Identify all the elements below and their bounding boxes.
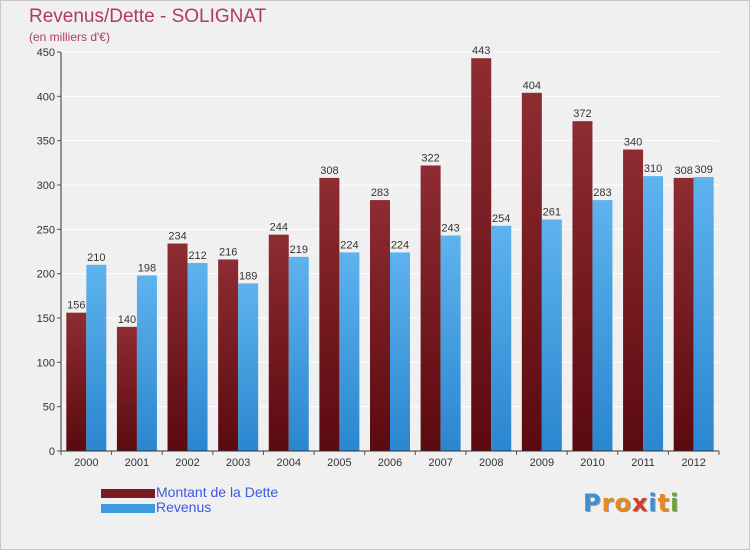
data-label-debt: 340 [624, 137, 642, 149]
bar-debt [623, 149, 644, 452]
bar-debt [319, 177, 340, 451]
y-tick-label: 250 [37, 224, 55, 236]
bar-revenus [693, 177, 714, 451]
bar-revenus [643, 176, 664, 451]
data-label-debt: 372 [573, 108, 591, 120]
bar-debt [268, 234, 289, 451]
logo-letter: o [614, 489, 632, 517]
data-label-revenus: 310 [644, 163, 662, 175]
data-label-revenus: 189 [239, 270, 257, 282]
data-label-revenus: 243 [441, 223, 459, 235]
data-label-revenus: 283 [593, 187, 611, 199]
bar-debt [673, 177, 694, 451]
bar-debt [370, 200, 390, 451]
x-tick-label: 2006 [378, 457, 402, 469]
y-tick-label: 200 [37, 269, 55, 281]
chart-subtitle: (en milliers d'€) [29, 30, 110, 44]
data-label-debt: 322 [421, 152, 439, 164]
bar-revenus [86, 264, 107, 451]
y-tick-label: 350 [37, 136, 55, 148]
x-tick-label: 2009 [530, 457, 554, 469]
bar-debt [521, 92, 542, 451]
data-label-debt: 140 [118, 314, 136, 326]
data-label-revenus: 212 [188, 250, 206, 262]
y-tick-label: 400 [37, 91, 55, 103]
bar-revenus [390, 252, 410, 451]
logo-letter: t [657, 489, 671, 517]
data-label-revenus: 254 [492, 213, 510, 225]
x-tick-label: 2012 [681, 457, 705, 469]
bar-revenus [592, 200, 613, 451]
y-tick-label: 0 [49, 446, 55, 458]
data-label-debt: 308 [320, 165, 338, 177]
x-tick-label: 2000 [74, 457, 98, 469]
bar-debt [218, 259, 239, 451]
data-label-debt: 156 [67, 300, 85, 312]
data-label-revenus: 261 [543, 207, 561, 219]
y-tick-label: 50 [43, 402, 55, 414]
data-label-debt: 244 [270, 222, 288, 234]
bar-revenus [491, 225, 512, 451]
data-label-debt: 283 [371, 187, 389, 199]
x-tick-label: 2003 [226, 457, 250, 469]
legend-swatch-revenus [101, 504, 155, 513]
bar-debt [116, 326, 137, 451]
legend-label-debt: Montant de la Dette [156, 484, 279, 500]
proxiti-logo: Proxiti [583, 489, 679, 517]
data-label-debt: 216 [219, 246, 237, 258]
bar-debt [167, 243, 188, 451]
bar-debt [66, 312, 87, 451]
y-tick-label: 150 [37, 313, 55, 325]
data-label-debt: 443 [472, 45, 490, 57]
y-tick-label: 100 [37, 357, 55, 369]
chart-title: Revenus/Dette - SOLIGNAT [29, 6, 267, 27]
x-tick-label: 2002 [175, 457, 199, 469]
legend-label-revenus: Revenus [156, 499, 212, 515]
logo-letter: i [648, 489, 658, 517]
legend-swatch-debt [101, 489, 155, 498]
x-tick-label: 2005 [327, 457, 351, 469]
bar-debt [420, 165, 441, 451]
y-tick-label: 300 [37, 180, 55, 192]
x-tick-label: 2011 [631, 457, 655, 469]
logo-letter: r [601, 489, 615, 517]
y-tick-label: 450 [37, 47, 55, 59]
x-tick-label: 2004 [277, 457, 301, 469]
bar-debt [572, 121, 593, 451]
x-tick-label: 2008 [479, 457, 503, 469]
bar-revenus [288, 256, 309, 451]
logo-letter: i [670, 489, 680, 517]
data-label-revenus: 210 [87, 252, 105, 264]
bar-debt [471, 58, 492, 451]
data-label-revenus: 224 [340, 239, 358, 251]
bar-revenus [136, 275, 157, 451]
logo-letter: x [631, 489, 649, 517]
data-label-revenus: 198 [138, 262, 156, 274]
data-label-debt: 308 [675, 165, 693, 177]
bar-revenus [238, 283, 259, 451]
data-label-debt: 404 [523, 80, 541, 92]
x-tick-label: 2001 [125, 457, 149, 469]
data-label-debt: 234 [168, 231, 186, 243]
data-label-revenus: 224 [391, 239, 409, 251]
bar-revenus [440, 235, 461, 451]
x-tick-label: 2010 [580, 457, 604, 469]
bar-revenus [187, 263, 208, 451]
data-label-revenus: 219 [290, 244, 308, 256]
x-tick-label: 2007 [428, 457, 452, 469]
bar-revenus [541, 219, 562, 451]
bar-revenus [339, 252, 360, 451]
data-label-revenus: 309 [695, 164, 713, 176]
logo-letter: P [583, 489, 602, 517]
